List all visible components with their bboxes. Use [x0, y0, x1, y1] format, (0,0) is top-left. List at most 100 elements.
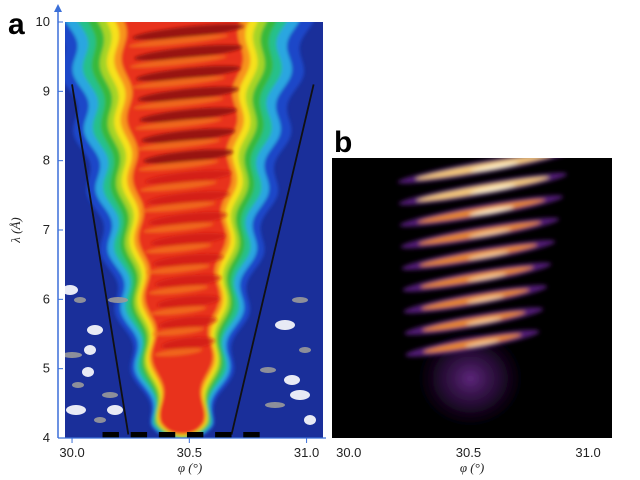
- panel-a-fringe: [150, 232, 226, 247]
- panel-a-bottom-bar: [215, 432, 232, 438]
- panel-a-fringe: [152, 253, 224, 267]
- panel-b-xlabel: φ (°): [460, 460, 484, 475]
- panel-a-bottom-bar: [130, 432, 148, 438]
- panel-a-fringe: [132, 23, 245, 41]
- panel-b-fringe-core: [467, 250, 510, 260]
- panel-a-ylabel: λ (Å): [8, 217, 23, 243]
- panel-a-speckle: [87, 325, 103, 335]
- panel-a-y-axis-arrow: [54, 4, 62, 12]
- panel-a-guide-line: [230, 84, 315, 435]
- panel-a-fringe: [139, 107, 237, 123]
- panel-a-fringe: [137, 86, 239, 102]
- panel-a-speckle: [260, 367, 276, 373]
- panel-a-fringe: [147, 191, 230, 206]
- panel-a-speckle: [284, 375, 300, 385]
- panel-a-fringe-gap: [131, 76, 226, 89]
- panel-b-fringe-core: [465, 339, 500, 348]
- panel-b-xtick-label: 30.0: [336, 445, 361, 460]
- panel-b: 30.0 30.5 31.0 φ (°) b: [332, 126, 612, 475]
- panel-b-fringe-core: [467, 273, 507, 282]
- panel-a-plot-area: [65, 22, 316, 438]
- panel-a-fringe-gap: [134, 118, 223, 130]
- panel-b-fringes: [397, 158, 572, 357]
- panel-a-speckle: [265, 402, 285, 408]
- panel-b-fringe-core: [470, 162, 519, 172]
- panel-a-fringe-gap: [137, 160, 219, 172]
- panel-a-speckle: [65, 285, 78, 295]
- panel-a-speckle: [66, 405, 86, 415]
- panel-a-ytick-label: 6: [43, 291, 50, 306]
- panel-a-xtick-label: 30.0: [59, 445, 84, 460]
- panel-b-fringe-core: [468, 228, 512, 238]
- panel-a-fringe: [136, 65, 241, 82]
- panel-a-fringe: [157, 295, 220, 309]
- panel-a-speckle: [304, 415, 316, 425]
- panel-b-fringe-core: [468, 206, 514, 216]
- panel-a-speckle: [72, 382, 84, 388]
- panel-b-fringe-core: [469, 184, 517, 194]
- panel-a-speckle: [275, 320, 295, 330]
- panel-b-plot-area: [397, 158, 572, 434]
- panel-a-bottom-bar: [186, 432, 204, 438]
- panel-b-xtick-label: 30.5: [456, 445, 481, 460]
- panel-b-fringe-core: [466, 295, 505, 304]
- panel-a-speckle: [292, 297, 308, 303]
- panel-a-bottom-bars: [102, 432, 260, 438]
- panel-a-speckle: [290, 390, 310, 400]
- panel-a-fringe: [161, 337, 216, 350]
- panel-a-speckle: [74, 297, 86, 303]
- panel-a-fringe: [159, 316, 218, 329]
- panel-a-fringes: [128, 23, 245, 357]
- panel-a-bottom-bar: [158, 432, 176, 438]
- panel-a-ytick-label: 4: [43, 430, 50, 445]
- panel-a-ytick-label: 9: [43, 83, 50, 98]
- panel-a-speckle: [84, 345, 96, 355]
- panel-a-label: a: [8, 8, 25, 41]
- panel-b-x-ticks: 30.0 30.5 31.0: [336, 445, 601, 460]
- panel-a-fringe: [145, 170, 232, 185]
- panel-a-fringe-gap: [128, 34, 229, 48]
- panel-a-speckle: [108, 297, 128, 303]
- panel-a-speckle: [107, 405, 123, 415]
- panel-a-fringe: [134, 44, 243, 61]
- panel-a-xtick-label: 31.0: [294, 445, 319, 460]
- panel-a-fringe-gap: [136, 139, 221, 151]
- panel-a-fringe-gap: [129, 55, 227, 68]
- panel-a-fringe-gap: [146, 264, 211, 275]
- panel-a-ytick-label: 10: [36, 14, 50, 29]
- panel-a-ytick-label: 5: [43, 361, 50, 376]
- panel-a-fringe-gap: [148, 285, 209, 295]
- panel-a-bottom-bar: [102, 432, 119, 438]
- panel-a-bottom-bar: [243, 432, 260, 438]
- panel-a-speckle: [82, 367, 94, 377]
- panel-a-speckle: [102, 392, 118, 398]
- panel-a-speckle: [65, 352, 82, 358]
- panel-a-fringe-gap: [142, 222, 214, 233]
- panel-a-speckle: [299, 347, 311, 353]
- panel-a-fringe: [148, 211, 228, 226]
- panel-a-fringe-gap: [144, 243, 212, 254]
- panel-a-fringe-gap: [139, 180, 218, 192]
- panel-a-guide-lines: [71, 84, 315, 435]
- panel-a-fringe-gap: [132, 97, 224, 110]
- panel-b-label: b: [334, 126, 352, 159]
- panel-a-ytick-label: 8: [43, 153, 50, 168]
- panel-a-xlabel: φ (°): [178, 460, 202, 475]
- panel-a-fringe: [143, 149, 234, 164]
- panel-a-xtick-label: 30.5: [177, 445, 202, 460]
- panel-a-fringe: [154, 274, 222, 288]
- panel-a-fringe-gap: [152, 327, 205, 337]
- panel-a-fringe-gap: [141, 201, 216, 213]
- panel-a-guide-line: [71, 84, 130, 435]
- panel-a-y-ticks: 4 5 6 7 8 9 10: [36, 14, 63, 445]
- panel-a-fringe: [141, 128, 236, 144]
- panel-a-fringe-gap: [154, 348, 203, 357]
- panel-a-speckle: [94, 417, 106, 423]
- panel-a-x-ticks: 30.0 30.5 31.0: [59, 438, 319, 460]
- panel-b-xtick-label: 31.0: [575, 445, 600, 460]
- panel-b-fringe-core: [465, 317, 502, 326]
- panel-a-noise-speckles: [65, 285, 316, 425]
- panel-a-ytick-label: 7: [43, 222, 50, 237]
- panel-a: 4 5 6 7 8 9 10 30.0 30.5 31.0 λ (Å) φ (°) a: [8, 4, 326, 475]
